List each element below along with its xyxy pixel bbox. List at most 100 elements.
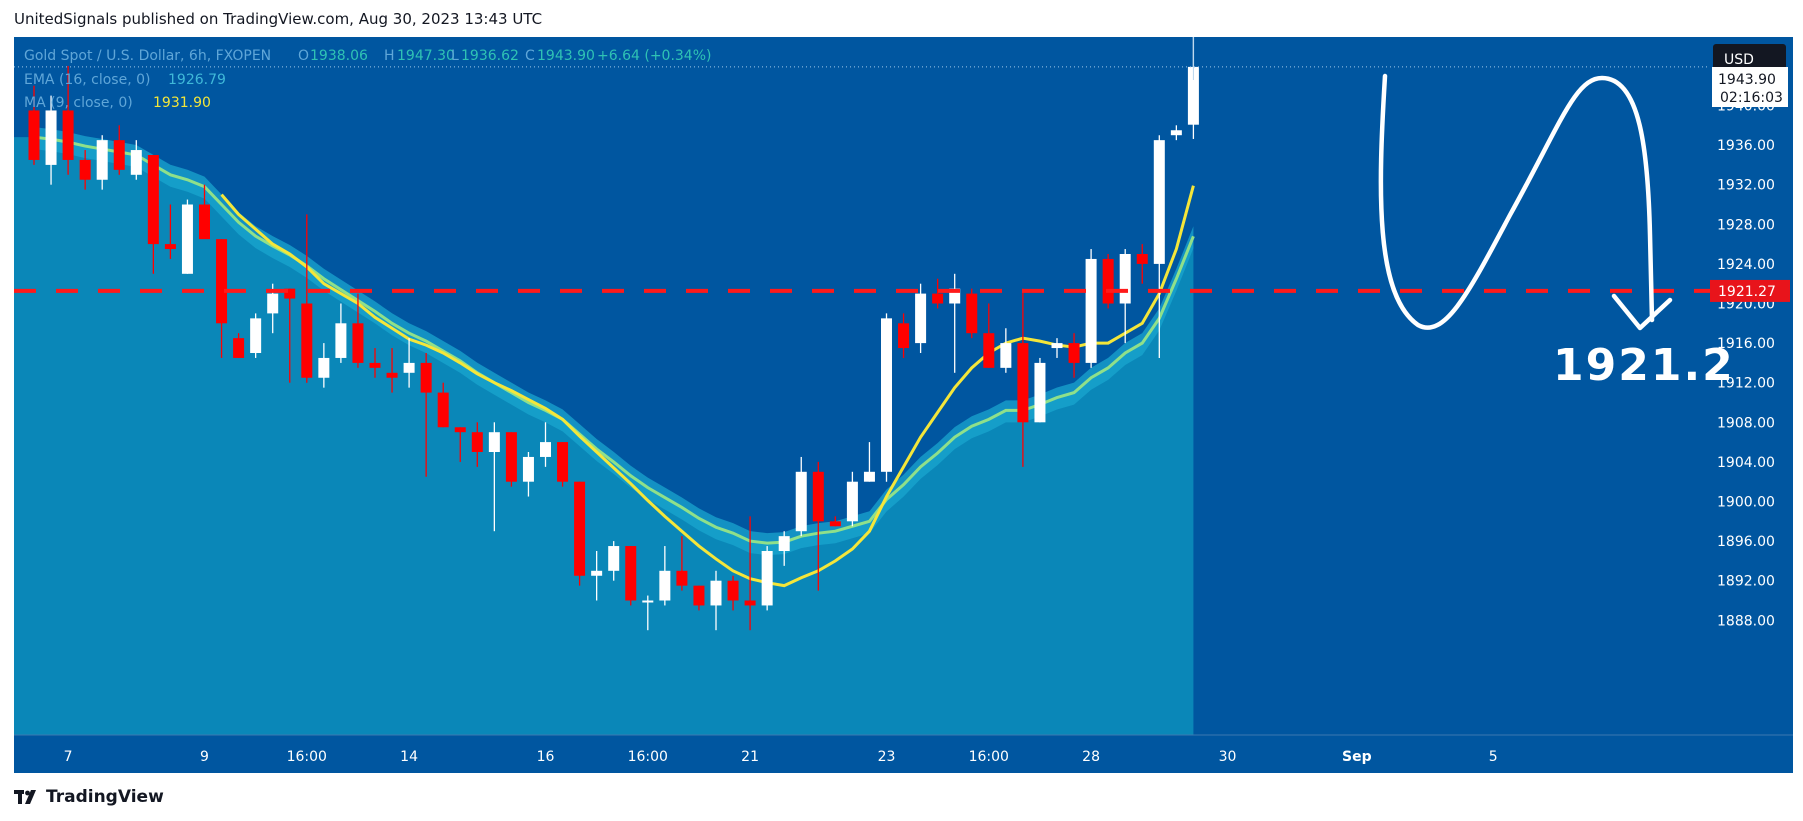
- candle-body: [659, 570, 671, 601]
- legend-open-label: O: [298, 48, 309, 64]
- ma-line: [220, 185, 1195, 588]
- time-tick-label: 14: [400, 749, 418, 765]
- candle-countdown: 02:16:03: [1720, 90, 1783, 106]
- candle-body: [846, 481, 858, 522]
- candle-body: [727, 580, 739, 601]
- candle-body: [693, 585, 705, 606]
- candle-body: [761, 551, 773, 606]
- candle-body: [1051, 343, 1063, 349]
- candle-body: [778, 536, 790, 551]
- legend-symbol: Gold Spot / U.S. Dollar, 6h, FXOPEN: [24, 48, 271, 64]
- plot-layer: [14, 37, 1199, 735]
- candle-body: [898, 323, 910, 349]
- candle-body: [96, 140, 108, 180]
- time-tick-label: 16:00: [287, 749, 327, 765]
- price-tick-label: 1912.00: [1717, 376, 1775, 392]
- current-price: 1943.90: [1718, 72, 1776, 88]
- candle-body: [812, 471, 824, 522]
- level-price: 1921.27: [1718, 284, 1776, 300]
- candle-body: [318, 357, 330, 378]
- projection-arrowhead: [1611, 293, 1673, 331]
- candle-body: [540, 442, 551, 457]
- tradingview-brand[interactable]: TradingView: [14, 787, 164, 807]
- candle-body: [710, 580, 722, 606]
- time-tick-label: 21: [741, 749, 759, 765]
- time-tick-label: 23: [878, 749, 896, 765]
- candle-body: [1170, 130, 1182, 136]
- candle-body: [949, 288, 961, 304]
- time-axis[interactable]: 7 9 16:00 14 16 16:00 21 23 16:00 28 30 Sep 5: [64, 749, 1498, 765]
- candle-body: [505, 432, 517, 482]
- legend-change: +6.64 (+0.34%): [597, 48, 711, 64]
- legend-ma-value: 1931.90: [153, 95, 211, 111]
- published-header: UnitedSignals published on TradingView.c…: [14, 10, 543, 28]
- candle-body: [744, 600, 756, 606]
- candle-body: [557, 442, 569, 482]
- price-tick-label: 1908.00: [1717, 415, 1775, 431]
- target-label: 1921.2: [1553, 340, 1735, 391]
- candle-body: [608, 546, 620, 571]
- brand-name: TradingView: [46, 787, 164, 807]
- candle-body: [932, 293, 944, 304]
- price-tick-label: 1936.00: [1717, 138, 1775, 154]
- candle-body: [267, 293, 279, 314]
- candle-body: [1034, 362, 1046, 423]
- time-tick-label: 28: [1082, 749, 1100, 765]
- tradingview-logo-icon: [14, 790, 36, 804]
- legend-high-label: H: [384, 48, 395, 64]
- time-tick-label: 9: [200, 749, 209, 765]
- candle-body: [795, 471, 807, 532]
- legend-close-label: C: [525, 48, 535, 64]
- candle-body: [420, 362, 432, 393]
- candle-body: [983, 333, 995, 368]
- candle-body: [250, 318, 262, 353]
- candle-body: [1136, 254, 1148, 264]
- candle-body: [471, 432, 483, 452]
- candle-body: [79, 159, 91, 180]
- currency-button[interactable]: USD: [1713, 44, 1786, 73]
- candle-body: [164, 244, 176, 250]
- candle-body: [881, 318, 892, 472]
- candle-body: [454, 427, 466, 433]
- legend-ema-label: EMA (16, close, 0): [24, 72, 150, 88]
- candle-body: [1000, 343, 1012, 368]
- candle-body: [574, 481, 586, 576]
- candle-body: [301, 303, 313, 378]
- candle-body: [915, 293, 927, 344]
- price-axis[interactable]: 1940.001936.001932.001928.001924.001920.…: [1717, 99, 1775, 630]
- candle-body: [352, 323, 364, 363]
- current-price-badge: 1943.90 02:16:03: [1712, 67, 1788, 107]
- price-tick-label: 1896.00: [1717, 534, 1775, 550]
- candle-body: [386, 372, 398, 378]
- candle-body: [1017, 343, 1029, 423]
- candle-body: [1153, 140, 1165, 264]
- time-tick-label: Sep: [1342, 749, 1372, 765]
- candle-body: [966, 293, 978, 334]
- candle-body: [863, 471, 875, 482]
- legend-ema-value: 1926.79: [168, 72, 226, 88]
- candle-body: [216, 239, 228, 324]
- time-tick-label: 30: [1219, 749, 1237, 765]
- currency-label[interactable]: USD: [1724, 52, 1754, 68]
- legend-low-label: L: [451, 48, 459, 64]
- candle-body: [199, 204, 210, 240]
- price-tick-label: 1892.00: [1717, 574, 1775, 590]
- time-tick-label: 5: [1489, 749, 1498, 765]
- candle-body: [403, 362, 415, 373]
- candle-body: [1102, 258, 1114, 304]
- candle-body: [1187, 66, 1199, 125]
- level-price-badge: 1921.27: [1710, 279, 1790, 302]
- legend-low: 1936.62: [461, 48, 519, 64]
- candle-body: [233, 338, 245, 358]
- price-tick-label: 1888.00: [1717, 613, 1775, 629]
- price-axis-background: [1710, 37, 1793, 773]
- candle-body: [1085, 258, 1097, 363]
- candle-body: [130, 150, 142, 175]
- price-tick-label: 1932.00: [1717, 178, 1775, 194]
- candle-body: [113, 140, 125, 170]
- overlay-layer: [14, 37, 1710, 331]
- time-tick-label: 16: [537, 749, 555, 765]
- projection-path: [1378, 73, 1655, 330]
- price-tick-label: 1924.00: [1717, 257, 1775, 273]
